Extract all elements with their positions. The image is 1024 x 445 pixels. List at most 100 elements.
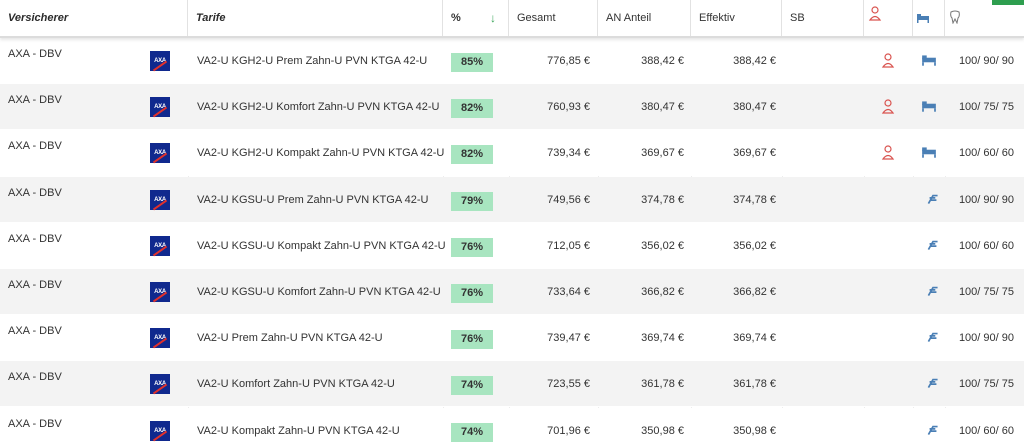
table-row[interactable]: AXA - DBV AXA VA2-U KGSU-U Kompakt Zahn-U … [0,222,1024,269]
an-anteil-value: 369,67 € [641,147,684,160]
tooth-values: 100/ 60/ 60 [958,239,1014,252]
effektiv-value: 374,78 € [733,193,776,206]
axa-logo: AXA [150,282,170,303]
col-header-an-anteil[interactable]: AN Anteil [598,0,691,36]
logo-text: AXA [154,242,166,249]
insurer-name: AXA - DBV [8,325,62,338]
axa-logo: AXA [150,235,170,257]
tooth-values: 100/ 60/ 60 [958,424,1014,437]
gesamt-value: 776,85 € [547,55,590,67]
insurer-name: AXA - DBV [8,279,62,291]
axa-logo: AXA [150,328,170,349]
table-row[interactable]: AXA - DBV AXA VA2-U Kompakt Zahn-U PVN KTG… [0,407,1024,445]
hospital-bed-icon [922,147,936,159]
logo-text: AXA [154,58,166,64]
score-badge: 76% [451,284,493,303]
score-badge: 79% [451,191,493,211]
effektiv-value: 388,42 € [733,55,776,67]
tarif-name[interactable]: VA2-U KGSU-U Kompakt Zahn-U PVN KTGA 42-… [197,239,446,252]
tarif-name[interactable]: VA2-U KGH2-U Prem Zahn-U PVN KTGA 42-U [197,55,428,67]
table-row[interactable]: AXA - DBV AXA VA2-U KGH2-U Komfort Zahn-U … [0,84,1024,131]
an-anteil-value: 356,02 € [641,239,684,252]
col-header-hospital[interactable] [913,0,945,36]
person-icon [881,99,895,114]
col-header-tooth[interactable] [945,0,1024,36]
col-header-percent-label: % [451,12,461,24]
table-row[interactable]: AXA - DBV AXA VA2-U KGSU-U Komfort Zahn-U … [0,269,1024,315]
gesamt-value: 733,64 € [547,286,590,298]
gesamt-value: 760,93 € [547,101,590,114]
col-header-percent[interactable]: % ↓ [443,0,509,36]
axa-logo: AXA [150,143,170,164]
tooth-values: 100/ 75/ 75 [958,101,1014,114]
col-header-gesamt[interactable]: Gesamt [509,0,598,36]
score-badge: 76% [451,237,493,257]
person-icon [868,6,882,21]
tooth-values: 100/ 75/ 75 [958,378,1014,391]
hospital-bed-icon [917,14,929,23]
an-anteil-value: 374,78 € [641,193,684,206]
tarif-name[interactable]: VA2-U Kompakt Zahn-U PVN KTGA 42-U [197,424,400,437]
logo-text: AXA [154,104,166,111]
gesamt-value: 701,96 € [547,424,590,437]
score-badge: 74% [451,422,493,442]
logo-text: AXA [154,335,166,342]
person-icon [881,145,895,160]
table-row[interactable]: AXA - DBV AXA VA2-U KGH2-U Kompakt Zahn-U … [0,130,1024,177]
gesamt-value: 739,47 € [547,332,590,345]
bed-icon [927,332,938,343]
insurer-name: AXA - DBV [8,94,62,107]
axa-logo: AXA [150,97,170,118]
effektiv-value: 366,82 € [733,286,776,298]
insurer-name: AXA - DBV [8,186,62,199]
col-header-person[interactable] [864,0,913,36]
score-badge: 82% [451,99,493,119]
gesamt-value: 749,56 € [547,193,590,206]
logo-text: AXA [154,150,166,157]
tarif-name[interactable]: VA2-U KGH2-U Kompakt Zahn-U PVN KTGA 42-… [197,147,445,160]
bed-icon [927,194,938,204]
tarif-name[interactable]: VA2-U KGH2-U Komfort Zahn-U PVN KTGA 42-… [197,101,440,114]
effektiv-value: 356,02 € [733,239,776,252]
tarif-name[interactable]: VA2-U KGSU-U Prem Zahn-U PVN KTGA 42-U [197,193,429,206]
col-header-tarife[interactable]: Tarife [188,0,443,36]
score-badge: 85% [451,53,493,72]
tarif-name[interactable]: VA2-U KGSU-U Komfort Zahn-U PVN KTGA 42-… [197,286,441,298]
logo-text: AXA [154,381,166,388]
tarif-name[interactable]: VA2-U Prem Zahn-U PVN KTGA 42-U [197,332,383,345]
insurer-name: AXA - DBV [8,417,62,430]
col-header-sb[interactable]: SB [782,0,864,36]
hospital-bed-icon [922,101,936,112]
table-header: Versicherer Tarife % ↓ Gesamt AN Anteil … [0,0,1024,38]
effektiv-value: 361,78 € [733,378,776,391]
gesamt-value: 739,34 € [547,147,590,160]
table-row[interactable]: AXA - DBV AXA VA2-U Prem Zahn-U PVN KTGA 4… [0,315,1024,362]
score-badge: 82% [451,145,493,165]
an-anteil-value: 361,78 € [641,378,684,391]
gesamt-value: 712,05 € [547,239,590,252]
col-header-versicherer[interactable]: Versicherer [0,0,188,36]
hospital-bed-icon [922,55,936,66]
axa-logo: AXA [150,51,170,72]
effektiv-value: 350,98 € [733,424,776,437]
table-row[interactable]: AXA - DBV AXA VA2-U Komfort Zahn-U PVN KTG… [0,361,1024,408]
sort-descending-icon[interactable]: ↓ [490,11,496,25]
bed-icon [927,425,938,435]
effektiv-value: 369,74 € [733,332,776,345]
tooth-values: 100/ 75/ 75 [958,286,1014,298]
tooth-values: 100/ 90/ 90 [958,193,1014,206]
tooth-values: 100/ 60/ 60 [958,147,1014,160]
effektiv-value: 380,47 € [733,101,776,114]
an-anteil-value: 388,42 € [641,55,684,67]
table-row[interactable]: AXA - DBV AXA VA2-U KGSU-U Prem Zahn-U PVN… [0,176,1024,223]
bed-icon [927,379,938,389]
bed-icon [927,286,938,296]
effektiv-value: 369,67 € [733,147,776,160]
table-row[interactable]: AXA - DBV AXA VA2-U KGH2-U Prem Zahn-U PVN… [0,38,1024,84]
tooth-values: 100/ 90/ 90 [958,55,1014,67]
col-header-effektiv[interactable]: Effektiv [691,0,782,36]
an-anteil-value: 366,82 € [641,286,684,298]
gesamt-value: 723,55 € [547,378,590,391]
score-badge: 76% [451,330,493,350]
tarif-name[interactable]: VA2-U Komfort Zahn-U PVN KTGA 42-U [197,378,395,391]
